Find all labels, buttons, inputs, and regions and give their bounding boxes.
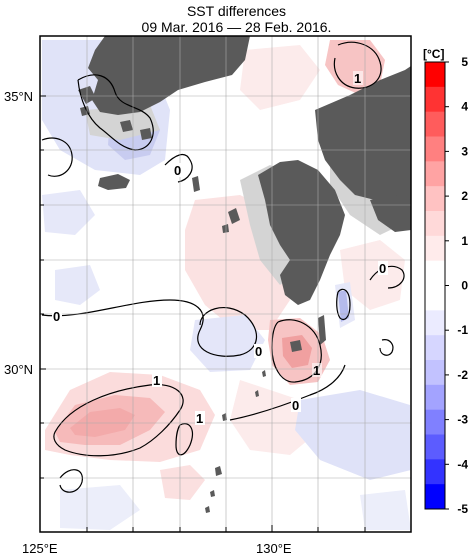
land-shikoku <box>370 195 411 232</box>
colorbar-cell <box>425 260 445 286</box>
contour-south-small <box>59 469 83 493</box>
colorbar-tick-label: 2 <box>461 189 468 203</box>
land-yakushima <box>290 340 302 352</box>
land-tanegashima <box>318 315 326 345</box>
contour-label-northeast-one: 1 <box>354 71 361 86</box>
colorbar-cell <box>425 235 445 262</box>
colorbar-tick-label: -5 <box>457 502 468 516</box>
lon-label-125e: 125°E <box>22 541 58 556</box>
warm-area-east <box>340 240 405 310</box>
cold-area-southeast-2 <box>360 490 411 530</box>
contour-se-small <box>379 339 394 356</box>
contour-northeast-one <box>333 41 382 89</box>
contour-sw-one-small <box>175 423 193 456</box>
contour-label-bg <box>291 398 301 412</box>
colorbar-tick-label: 0 <box>461 279 468 293</box>
warm-area-north-mid <box>240 45 320 110</box>
colorbar-tick-label: -3 <box>457 413 468 427</box>
contour-label-bg <box>353 71 363 85</box>
colorbar-tick-label: 1 <box>461 234 468 248</box>
contour-label-bg <box>378 261 388 275</box>
land-korea-islands <box>78 86 152 140</box>
colorbar-tick-label: -1 <box>457 323 468 337</box>
colorbar-cell <box>425 459 445 485</box>
contour-label-tokara-one: 1 <box>313 363 320 378</box>
contour-north-zero <box>164 153 193 183</box>
lat-label-35n: 35°N <box>4 89 33 104</box>
warm-area-southwest-core2 <box>70 408 135 437</box>
contour-label-bg <box>152 373 162 387</box>
colorbar-cell <box>425 111 445 137</box>
warm-area-south-center <box>230 380 320 455</box>
land-honshu <box>315 66 411 210</box>
colorbar-tick-labels: 5 4 3 2 1 0 -1 -2 -3 -4 -5 <box>445 55 468 516</box>
colorbar-cell <box>425 384 445 411</box>
contour-label-west-zero: 0 <box>53 309 60 324</box>
colorbar-cell <box>425 409 445 435</box>
contour-label-center-zero: 0 <box>255 344 262 359</box>
colorbar-cell <box>425 161 445 187</box>
colorbar-tick-label: 4 <box>461 100 468 114</box>
contour-northwest-zero <box>41 137 73 177</box>
colorbar-cell <box>425 285 445 311</box>
contour-label-bg <box>254 344 264 358</box>
graticule <box>40 36 411 532</box>
colorbar-cell <box>425 484 445 510</box>
colorbar-cell <box>425 335 445 361</box>
colorbar: [°C] 5 4 3 2 1 0 -1 -2 -3 -4 -5 <box>423 47 468 516</box>
map-title: SST differences <box>186 3 287 19</box>
contour-label-bg <box>52 309 62 323</box>
frame-ticks <box>40 95 366 532</box>
lon-label-130e: 130°E <box>256 541 292 556</box>
warm-area-tokara-core <box>282 335 312 368</box>
land <box>78 36 411 513</box>
contour-label-sw-one-2: 1 <box>196 411 203 426</box>
contour-label-north-zero: 0 <box>174 163 181 178</box>
contour-label-bg <box>173 163 183 177</box>
contour-label-bg <box>195 411 205 425</box>
cold-area-center-west <box>190 315 265 372</box>
cold-area-south <box>60 485 140 530</box>
contour-east-small <box>336 288 351 321</box>
colorbar-cell <box>425 136 445 162</box>
cold-area-northwest <box>42 190 95 235</box>
colorbar-tick-label: 5 <box>461 55 468 69</box>
land-jeju <box>98 174 130 190</box>
colorbar-tick-label: -4 <box>457 457 468 471</box>
colorbar-cell <box>425 86 445 113</box>
warm-anomaly-areas <box>45 40 405 500</box>
contour-label-east-zero: 0 <box>379 261 386 276</box>
contour-tokara-one <box>271 319 322 383</box>
colorbar-tick-label: -2 <box>457 368 468 382</box>
land-goto <box>222 208 240 233</box>
colorbar-cell <box>425 62 445 88</box>
colorbar-tick-label: 3 <box>461 144 468 158</box>
contour-korea-strait <box>77 74 154 151</box>
contour-lines <box>41 41 405 493</box>
contour-label-bg <box>312 363 322 377</box>
land-korea <box>88 36 250 115</box>
contour-value-labels: 0 1 0 0 1 1 0 1 0 <box>52 71 388 426</box>
contour-label-sw-one: 1 <box>153 373 160 388</box>
cold-area-west <box>55 265 100 305</box>
warm-area-south-small <box>160 465 205 500</box>
map-subtitle: 09 Mar. 2016 — 28 Feb. 2016. <box>141 19 332 35</box>
colorbar-cell <box>425 360 445 386</box>
colorbar-cell <box>425 186 445 212</box>
colorbar-cell <box>425 434 445 460</box>
land-tsushima <box>192 176 200 192</box>
warm-area-northeast <box>325 40 385 95</box>
contour-label-south-zero: 0 <box>292 398 299 413</box>
cold-area-southeast <box>295 390 411 480</box>
contour-sw-one <box>53 383 184 457</box>
colorbar-cell <box>425 310 445 336</box>
land-kyushu <box>258 160 345 305</box>
lat-label-30n: 30°N <box>4 362 33 377</box>
contour-south-zero <box>229 364 346 421</box>
colorbar-cell <box>425 211 445 237</box>
colorbar-cells <box>425 62 445 510</box>
map-field: 0 1 0 0 1 1 0 1 0 <box>40 36 411 532</box>
colorbar-unit: [°C] <box>423 47 444 61</box>
